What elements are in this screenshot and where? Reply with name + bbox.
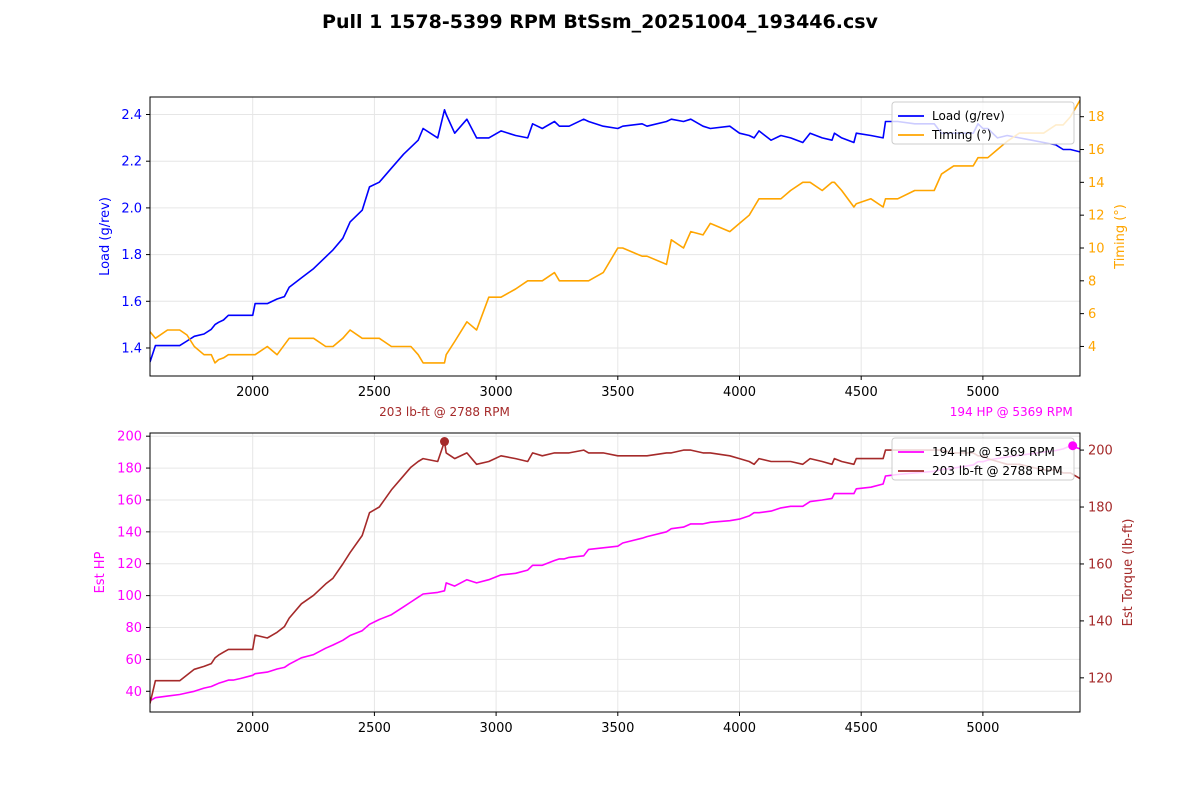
left-tick-label: 180 [117, 462, 142, 477]
legend-box [891, 101, 1075, 145]
right-axis-label: Est Torque (lb-ft) [1121, 519, 1136, 627]
legend-label: 194 HP @ 5369 RPM [932, 445, 1055, 459]
plot-frame [149, 96, 1081, 377]
left-tick-label: 2.0 [121, 201, 142, 216]
right-tick-label: 180 [1088, 501, 1113, 516]
right-tick-label: 14 [1088, 176, 1105, 191]
x-tick-label: 3000 [480, 721, 513, 736]
legend-box [891, 437, 1075, 481]
x-tick-label: 4500 [845, 721, 878, 736]
x-tick-label: 2000 [236, 721, 269, 736]
x-tick-label: 4500 [845, 385, 878, 400]
right-tick-label: 120 [1088, 671, 1113, 686]
left-tick-label: 1.4 [121, 341, 142, 356]
legend-label: 203 lb-ft @ 2788 RPM [932, 464, 1063, 478]
peak-annotation: 194 HP @ 5369 RPM [950, 405, 1073, 419]
peak-annotation: 203 lb-ft @ 2788 RPM [379, 405, 510, 419]
x-tick-label: 5000 [966, 721, 999, 736]
plot-frame [149, 432, 1081, 713]
right-axis-label: Timing (°) [1113, 204, 1128, 270]
x-tick-label: 2500 [358, 721, 391, 736]
left-tick-label: 120 [117, 557, 142, 572]
peak-marker [1068, 441, 1078, 451]
figure-title: Pull 1 1578-5399 RPM BtSsm_20251004_1934… [322, 11, 878, 33]
x-tick-label: 5000 [966, 385, 999, 400]
right-tick-label: 160 [1088, 557, 1113, 572]
left-tick-label: 2.4 [121, 108, 142, 123]
left-tick-label: 2.2 [121, 155, 142, 170]
right-tick-label: 12 [1088, 209, 1105, 224]
right-tick-label: 140 [1088, 614, 1113, 629]
x-tick-label: 2500 [358, 385, 391, 400]
x-tick-label: 4000 [723, 385, 756, 400]
series-line-secondary [150, 99, 1080, 364]
right-tick-label: 16 [1088, 143, 1105, 158]
left-tick-label: 160 [117, 493, 142, 508]
left-tick-label: 60 [125, 653, 142, 668]
x-tick-label: 4000 [723, 721, 756, 736]
right-tick-label: 18 [1088, 110, 1105, 125]
series-line-primary [150, 444, 1080, 702]
left-tick-label: 40 [125, 685, 142, 700]
left-tick-label: 100 [117, 589, 142, 604]
left-tick-label: 1.8 [121, 248, 142, 263]
right-tick-label: 8 [1088, 274, 1096, 289]
left-tick-label: 140 [117, 525, 142, 540]
left-tick-label: 80 [125, 621, 142, 636]
left-tick-label: 1.6 [121, 295, 142, 310]
x-tick-label: 3000 [480, 385, 513, 400]
peak-marker [440, 437, 450, 447]
left-tick-label: 200 [117, 430, 142, 445]
left-axis-label: Est HP [93, 551, 108, 593]
series-line-primary [150, 109, 1080, 363]
x-tick-label: 3500 [601, 385, 634, 400]
right-tick-label: 10 [1088, 241, 1105, 256]
legend-label: Load (g/rev) [932, 109, 1005, 123]
right-tick-label: 4 [1088, 340, 1096, 355]
right-tick-label: 200 [1088, 444, 1113, 459]
x-tick-label: 2000 [236, 385, 269, 400]
x-tick-label: 3500 [601, 721, 634, 736]
legend-label: Timing (°) [931, 128, 992, 142]
left-axis-label: Load (g/rev) [98, 197, 113, 276]
right-tick-label: 6 [1088, 307, 1096, 322]
